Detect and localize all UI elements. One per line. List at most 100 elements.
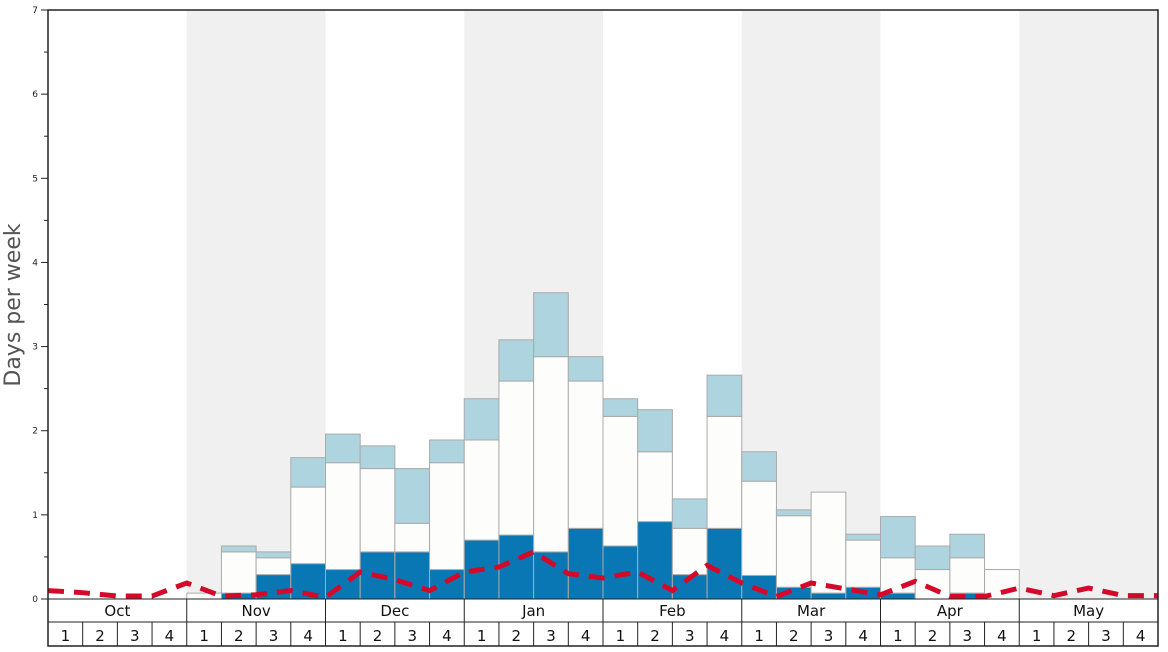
- bar-white: [567, 380, 604, 529]
- bar-light: [567, 356, 604, 382]
- bar-light: [845, 533, 881, 541]
- bar-white: [498, 380, 535, 536]
- y-tick-label: 0: [32, 595, 38, 605]
- week-label: 2: [234, 627, 244, 645]
- month-label: Apr: [937, 602, 964, 620]
- week-label: 1: [199, 627, 209, 645]
- bar-white: [186, 592, 222, 600]
- week-label: 3: [824, 627, 834, 645]
- y-tick-label: 4: [32, 258, 38, 268]
- bar-light: [359, 445, 396, 470]
- bar-light: [914, 545, 951, 571]
- bar-white: [845, 539, 881, 588]
- week-label: 3: [685, 627, 695, 645]
- bar-light: [637, 409, 673, 453]
- week-label: 2: [95, 627, 105, 645]
- bar-white: [290, 486, 326, 565]
- week-label: 4: [858, 627, 868, 645]
- bar-light: [325, 433, 361, 464]
- bar-light: [533, 292, 569, 358]
- bar-white: [914, 569, 951, 600]
- shade-may: [1019, 10, 1158, 599]
- bar-light: [290, 457, 326, 488]
- month-label: Mar: [797, 602, 826, 620]
- week-label: 2: [1067, 627, 1077, 645]
- bar-white: [220, 551, 257, 594]
- month-label: Jan: [521, 602, 545, 620]
- bar-light: [775, 509, 812, 517]
- y-tick-label: 3: [32, 343, 38, 353]
- bar-light: [949, 533, 986, 559]
- bar-white: [255, 557, 292, 576]
- week-label: 4: [997, 627, 1007, 645]
- week-label: 4: [303, 627, 313, 645]
- month-shading: [48, 10, 1158, 599]
- bar-light: [602, 398, 639, 417]
- week-label: 3: [130, 627, 140, 645]
- bar-white: [741, 480, 777, 576]
- week-label: 3: [962, 627, 972, 645]
- bar-light: [394, 468, 431, 524]
- bar-light: [880, 516, 916, 559]
- bar-light: [498, 339, 535, 382]
- week-label: 2: [373, 627, 383, 645]
- y-axis-label: Days per week: [1, 223, 26, 386]
- week-label: 2: [789, 627, 799, 645]
- week-label: 3: [546, 627, 556, 645]
- bar-light: [220, 545, 257, 553]
- bar-light: [429, 439, 465, 464]
- bar-white: [880, 557, 916, 594]
- bar-white: [533, 356, 569, 553]
- bar-white: [706, 415, 743, 529]
- bar-white: [463, 439, 500, 541]
- bar-white: [775, 515, 812, 588]
- week-label: 1: [616, 627, 626, 645]
- bar-light: [741, 451, 777, 482]
- average-dashed-line: [47, 549, 1158, 600]
- bar-white: [671, 527, 708, 576]
- bar-light: [706, 374, 743, 417]
- week-label: 3: [1101, 627, 1111, 645]
- bar-dark: [706, 527, 743, 600]
- week-label: 2: [650, 627, 660, 645]
- week-label: 1: [754, 627, 764, 645]
- axes: 0 1 2 3 4 5 6 7 Oct 1 2 3 4 Nov 1 2 3 4 Dec 1 2 3 4 Jan 1 2 3 4 Feb 1…: [32, 6, 1159, 647]
- y-tick-label: 6: [32, 90, 38, 100]
- week-label: 1: [61, 627, 71, 645]
- month-label: Oct: [104, 602, 130, 620]
- bar-light: [671, 498, 708, 529]
- week-label: 1: [477, 627, 487, 645]
- y-tick-label: 7: [32, 6, 38, 16]
- bar-white: [602, 415, 639, 547]
- bar-white: [394, 522, 431, 553]
- week-label: 1: [893, 627, 903, 645]
- week-label: 4: [442, 627, 452, 645]
- week-label: 4: [165, 627, 175, 645]
- month-label: Feb: [659, 602, 686, 620]
- bar-white: [429, 462, 465, 571]
- week-label: 1: [338, 627, 348, 645]
- week-label: 4: [581, 627, 591, 645]
- bar-white: [637, 451, 673, 523]
- bar-dark: [533, 551, 569, 600]
- month-label: Nov: [241, 602, 270, 620]
- y-tick-label: 5: [32, 174, 38, 184]
- week-label: 2: [928, 627, 938, 645]
- month-label: Dec: [380, 602, 409, 620]
- bar-white: [359, 468, 396, 553]
- week-label: 3: [407, 627, 417, 645]
- bar-dark: [394, 551, 431, 600]
- month-label: May: [1073, 602, 1104, 620]
- week-label: 1: [1032, 627, 1042, 645]
- average-line: [47, 549, 1158, 600]
- week-label: 4: [720, 627, 730, 645]
- bar-light: [255, 551, 292, 559]
- y-tick-label: 2: [32, 427, 38, 437]
- bar-dark: [429, 569, 465, 600]
- bar-white: [810, 491, 847, 594]
- bar-white: [325, 462, 361, 571]
- bar-light: [463, 398, 500, 441]
- y-tick-label: 1: [32, 511, 38, 521]
- week-label: 2: [512, 627, 522, 645]
